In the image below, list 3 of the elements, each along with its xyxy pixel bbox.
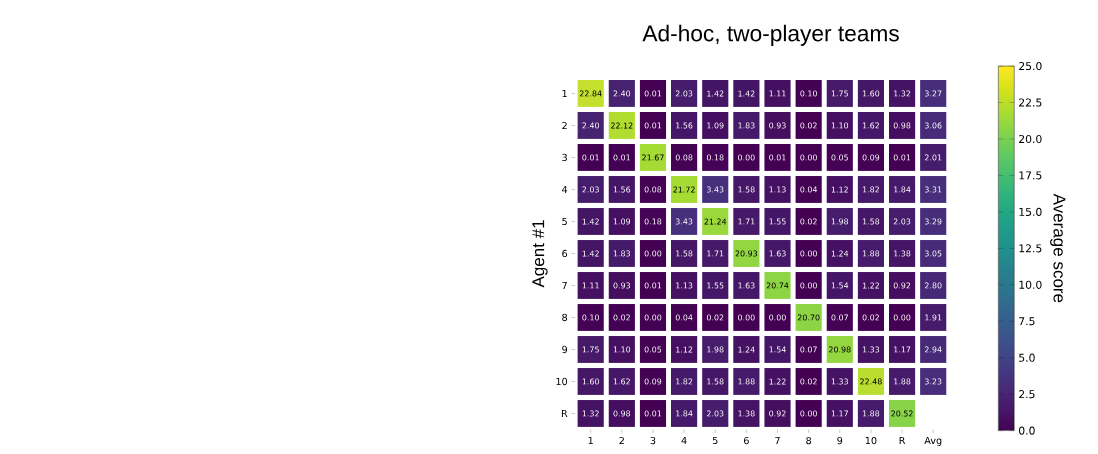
chart-title: Ad-hoc, two-player teams	[642, 24, 899, 46]
color-bar-title: Average score	[1050, 193, 1066, 303]
y-axis-title: Agent #1	[532, 220, 548, 288]
